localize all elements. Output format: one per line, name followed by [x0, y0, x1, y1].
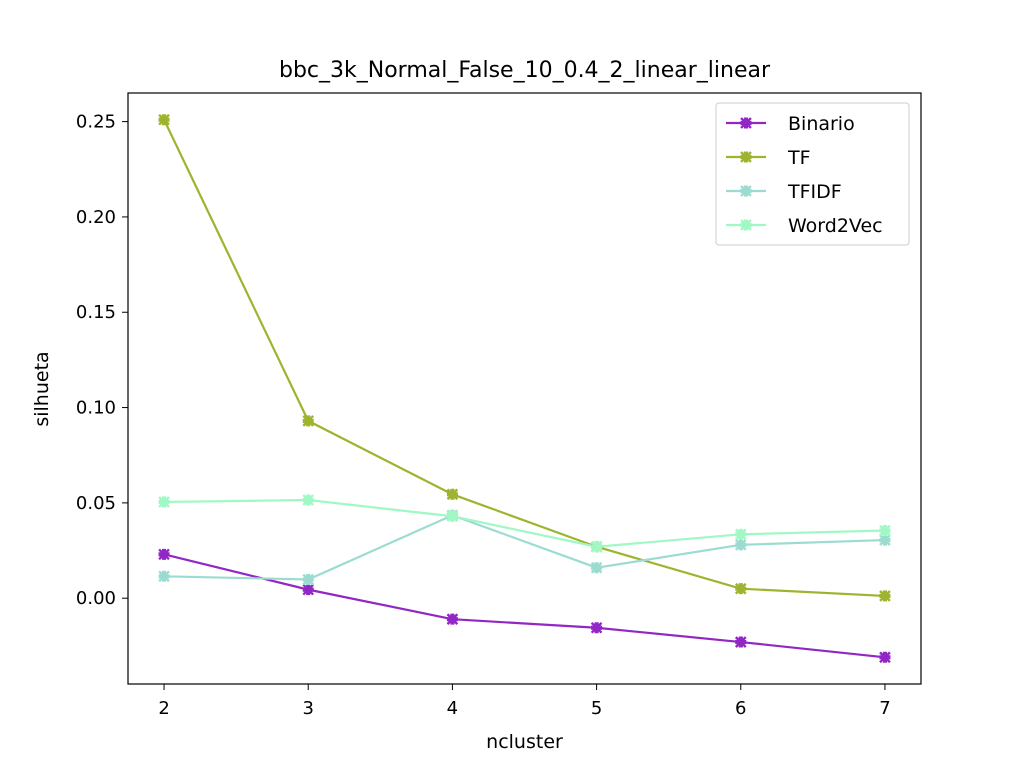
x-tick-label: 4: [447, 698, 458, 719]
data-point-binario: [590, 621, 603, 634]
marker-cross: [446, 510, 459, 523]
y-axis: 0.00 0.05 0.10 0.15 0.20 0.25: [76, 112, 128, 609]
data-point-tf: [158, 113, 170, 126]
marker-cross: [734, 636, 747, 648]
data-point-binario: [302, 583, 315, 596]
x-tick-label: 2: [158, 698, 169, 719]
series-layer: [158, 113, 891, 664]
marker-cross: [302, 573, 315, 586]
data-point-tf: [446, 488, 459, 501]
marker-cross: [590, 561, 603, 574]
data-point-word2vec: [879, 524, 891, 537]
legend-box: [715, 102, 910, 246]
data-point-tfidf: [302, 573, 315, 586]
series-line-binario: [163, 553, 886, 659]
legend-label: Binario: [788, 113, 855, 135]
y-tick-label: 0.20: [76, 207, 116, 228]
marker-cross: [879, 524, 891, 537]
marker-cross: [302, 494, 315, 506]
data-point-tf: [879, 590, 891, 602]
series-line-tfidf: [164, 514, 885, 581]
legend-marker: [740, 219, 752, 231]
series-line-word2vec: [164, 498, 885, 548]
marker-cross: [879, 534, 891, 546]
data-point-binario: [879, 651, 891, 664]
marker-cross: [590, 621, 603, 634]
data-point-tf: [302, 415, 315, 427]
marker-cross: [158, 570, 170, 583]
marker-cross: [734, 582, 747, 595]
marker-cross: [740, 117, 752, 129]
chart-title: bbc_3k_Normal_False_10_0.4_2_linear_line…: [279, 58, 771, 83]
legend-marker: [740, 185, 752, 197]
x-tick-label: 7: [879, 698, 890, 719]
y-axis-label: silhueta: [31, 351, 53, 426]
y-tick-label: 0.00: [76, 588, 116, 609]
marker-cross: [158, 113, 170, 126]
marker-cross: [740, 151, 752, 163]
marker-cross: [734, 539, 747, 551]
data-point-tf: [734, 582, 747, 595]
legend-marker: [740, 117, 752, 129]
legend-label: TFIDF: [787, 181, 842, 203]
marker-cross: [740, 219, 752, 231]
data-point-tfidf: [590, 561, 603, 574]
x-tick-label: 6: [735, 698, 746, 719]
marker-cross: [158, 548, 170, 561]
marker-cross: [879, 651, 891, 664]
marker-cross: [734, 528, 747, 541]
marker-cross: [446, 488, 459, 501]
marker-cross: [302, 583, 315, 596]
data-point-tfidf: [158, 570, 170, 583]
data-point-word2vec: [590, 540, 603, 553]
x-tick-label: 3: [303, 698, 314, 719]
data-point-word2vec: [446, 510, 459, 523]
marker-cross: [446, 613, 459, 625]
marker-cross: [740, 185, 752, 197]
data-point-tfidf: [734, 539, 747, 551]
marker-cross: [158, 496, 170, 508]
legend: Binario TF TFIDF Word2Vec: [715, 102, 910, 246]
marker-cross: [590, 540, 603, 553]
x-axis-label: ncluster: [486, 731, 563, 753]
data-point-word2vec: [158, 496, 170, 508]
legend-marker: [740, 151, 752, 163]
plot-area: [127, 92, 922, 685]
y-tick-label: 0.15: [76, 302, 116, 323]
y-tick-label: 0.10: [76, 398, 116, 419]
data-point-binario: [158, 548, 170, 561]
data-point-binario: [734, 636, 747, 648]
data-point-word2vec: [734, 528, 747, 541]
marker-cross: [879, 590, 891, 602]
x-axis: 2 3 4 5 6 7: [158, 684, 891, 719]
marker-cross: [302, 415, 315, 427]
legend-label: TF: [787, 147, 811, 169]
series-line-tf: [163, 119, 886, 598]
x-tick-label: 5: [591, 698, 602, 719]
y-tick-label: 0.25: [76, 112, 116, 133]
y-tick-label: 0.05: [76, 493, 116, 514]
data-point-binario: [446, 613, 459, 625]
data-point-tfidf: [879, 534, 891, 546]
legend-label: Word2Vec: [788, 215, 883, 237]
data-point-word2vec: [302, 494, 315, 506]
